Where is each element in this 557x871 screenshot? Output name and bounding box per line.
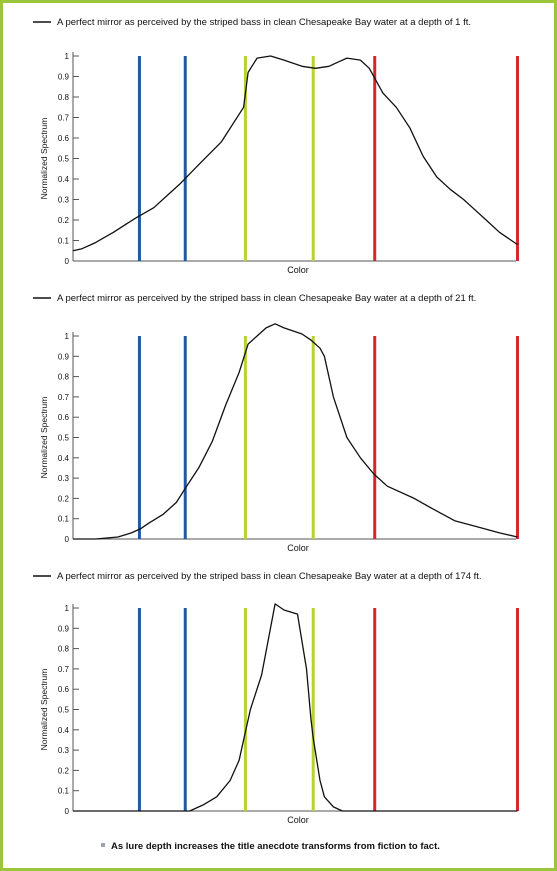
x-axis-label: Color xyxy=(287,543,309,553)
y-tick-label: 0.3 xyxy=(58,196,70,205)
y-tick-label: 0.9 xyxy=(58,624,70,633)
y-tick-label: 0.1 xyxy=(58,237,70,246)
y-tick-label: 1 xyxy=(65,604,70,613)
y-tick-label: 0.3 xyxy=(58,746,70,755)
legend-text: A perfect mirror as perceived by the str… xyxy=(57,293,476,304)
series-line xyxy=(72,55,518,252)
y-tick-label: 0.8 xyxy=(58,373,70,382)
y-tick-label: 0.2 xyxy=(58,766,70,775)
y-tick-label: 0.3 xyxy=(58,474,70,483)
y-axis-label: Normalized Spectrum xyxy=(39,397,49,479)
y-tick-label: 0 xyxy=(65,535,70,544)
y-tick-label: 0.5 xyxy=(58,706,70,715)
x-axis-label: Color xyxy=(287,815,309,825)
caption-bullet xyxy=(101,843,105,847)
y-tick-label: 0.5 xyxy=(58,434,70,443)
y-tick-label: 0.8 xyxy=(58,645,70,654)
legend: A perfect mirror as perceived by the str… xyxy=(33,293,476,304)
y-tick-label: 0.4 xyxy=(58,175,70,184)
caption-text: As lure depth increases the title anecdo… xyxy=(111,841,440,852)
y-axis-label: Normalized Spectrum xyxy=(39,118,49,200)
chart-panel-2: A perfect mirror as perceived by the str… xyxy=(33,293,520,553)
y-tick-label: 0.2 xyxy=(58,494,70,503)
y-tick-label: 1 xyxy=(65,52,70,61)
legend: A perfect mirror as perceived by the str… xyxy=(33,17,471,28)
legend-text: A perfect mirror as perceived by the str… xyxy=(57,571,482,582)
y-tick-label: 0.1 xyxy=(58,515,70,524)
y-axis-label: Normalized Spectrum xyxy=(39,669,49,751)
y-tick-label: 0.6 xyxy=(58,685,70,694)
y-tick-label: 0.9 xyxy=(58,352,70,361)
x-axis-label: Color xyxy=(287,265,309,275)
y-tick-label: 0.9 xyxy=(58,73,70,82)
y-tick-label: 0.6 xyxy=(58,413,70,422)
series-line xyxy=(73,603,518,812)
y-tick-label: 0.1 xyxy=(58,787,70,796)
series-line xyxy=(73,323,518,540)
y-tick-label: 0.4 xyxy=(58,726,70,735)
chart-panel-3: A perfect mirror as perceived by the str… xyxy=(33,571,520,825)
legend-text: A perfect mirror as perceived by the str… xyxy=(57,17,471,28)
y-tick-label: 0 xyxy=(65,807,70,816)
y-tick-label: 1 xyxy=(65,332,70,341)
y-tick-label: 0.5 xyxy=(58,155,70,164)
y-tick-label: 0.2 xyxy=(58,216,70,225)
legend: A perfect mirror as perceived by the str… xyxy=(33,571,482,582)
y-tick-label: 0.7 xyxy=(58,114,70,123)
figure: A perfect mirror as perceived by the str… xyxy=(33,17,520,852)
y-tick-label: 0.4 xyxy=(58,454,70,463)
y-tick-label: 0.7 xyxy=(58,665,70,674)
chart-panel-1: A perfect mirror as perceived by the str… xyxy=(33,17,520,275)
caption: As lure depth increases the title anecdo… xyxy=(101,841,440,852)
y-tick-label: 0.7 xyxy=(58,393,70,402)
y-tick-label: 0 xyxy=(65,257,70,266)
y-tick-label: 0.8 xyxy=(58,93,70,102)
y-tick-label: 0.6 xyxy=(58,134,70,143)
